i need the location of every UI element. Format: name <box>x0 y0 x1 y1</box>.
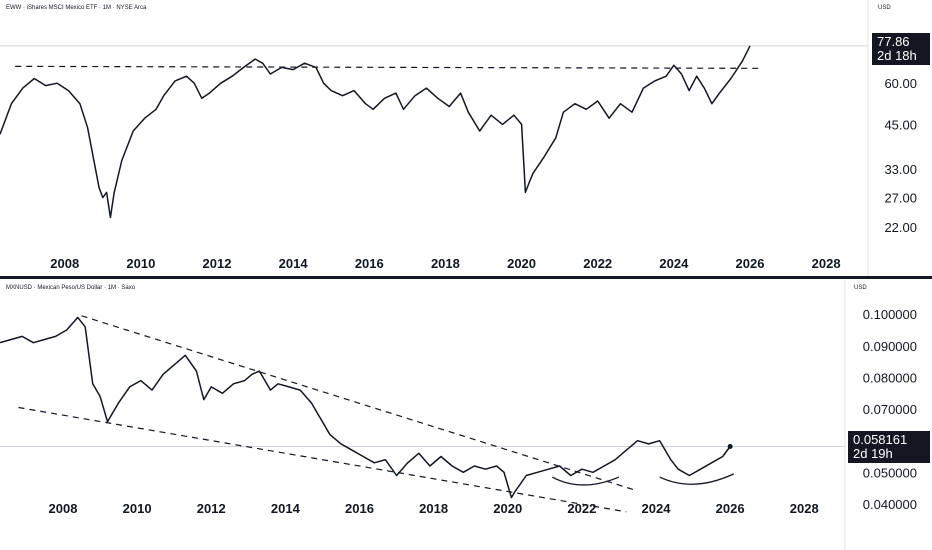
eww-x-tick-label: 2008 <box>50 256 79 271</box>
mxnusd-last-point <box>727 444 733 450</box>
eww-x-tick-label: 2012 <box>203 256 232 271</box>
mxnusd-x-tick-label: 2016 <box>345 501 374 516</box>
mxnusd-rounding-arc-2[interactable] <box>659 473 735 485</box>
eww-pane: 2008 2010 2012 2014 2016 2018 2020 2022 2024 2026… <box>0 0 917 276</box>
mxnusd-x-tick-label: 2018 <box>419 501 448 516</box>
mxnusd-x-tick-label: 2020 <box>493 501 522 516</box>
mxnusd-y-tick-label: 0.080000 <box>863 370 917 385</box>
mxnusd-rounding-arc-1[interactable] <box>551 476 620 486</box>
eww-currency-label[interactable]: USD <box>878 5 891 11</box>
mxnusd-x-tick-label: 2010 <box>123 501 152 516</box>
mxnusd-x-tick-label: 2026 <box>716 501 745 516</box>
mxnusd-x-tick-label: 2022 <box>567 501 596 516</box>
mxnusd-y-tick-label: 0.070000 <box>863 402 917 417</box>
eww-x-tick-label: 2016 <box>355 256 384 271</box>
eww-x-tick-label: 2028 <box>812 256 841 271</box>
mxnusd-currency-label[interactable]: USD <box>854 285 867 291</box>
mxnusd-y-tick-label: 0.040000 <box>863 497 917 512</box>
mxnusd-x-tick-label: 2014 <box>271 501 301 516</box>
eww-y-tick-label: 27.00 <box>884 191 917 206</box>
eww-x-tick-label: 2022 <box>583 256 612 271</box>
mxnusd-pane: 2008 2010 2012 2014 2016 2018 2020 2022 2024 2026… <box>0 280 917 550</box>
eww-y-tick-label: 22.00 <box>884 220 917 235</box>
eww-bar-countdown: 2d 18h <box>877 48 917 63</box>
eww-x-tick-label: 2014 <box>279 256 309 271</box>
mxnusd-bar-countdown: 2d 19h <box>853 446 893 461</box>
eww-price-series-line[interactable] <box>0 45 751 219</box>
eww-x-tick-label: 2024 <box>659 256 689 271</box>
mxnusd-y-tick-label: 0.090000 <box>863 339 917 354</box>
mxnusd-y-tick-label: 0.050000 <box>863 465 917 480</box>
eww-last-price: 77.86 <box>877 34 910 49</box>
mxnusd-y-tick-label: 0.100000 <box>863 307 917 322</box>
eww-resistance-trendline[interactable] <box>15 65 762 69</box>
mxnusd-x-tick-label: 2008 <box>49 501 78 516</box>
eww-x-tick-label: 2026 <box>736 256 765 271</box>
eww-y-tick-label: 33.00 <box>884 162 917 177</box>
eww-x-tick-label: 2010 <box>126 256 155 271</box>
mxnusd-price-series-line[interactable] <box>0 316 731 499</box>
mxnusd-channel-trendline-2[interactable] <box>18 406 627 513</box>
mxnusd-x-tick-label: 2028 <box>790 501 819 516</box>
mxnusd-x-tick-label: 2024 <box>642 501 672 516</box>
eww-x-tick-label: 2018 <box>431 256 460 271</box>
eww-x-tick-label: 2020 <box>507 256 536 271</box>
mxnusd-last-price: 0.058161 <box>853 432 908 447</box>
eww-legend-title[interactable]: EWW · iShares MSCI Mexico ETF · 1M · NYS… <box>6 5 147 11</box>
mxnusd-x-tick-label: 2012 <box>197 501 226 516</box>
mxnusd-channel-trendline-1[interactable] <box>81 315 634 491</box>
mxnusd-last-price-tag: 0.058161 2d 19h <box>848 431 930 463</box>
eww-y-tick-label: 45.00 <box>884 117 917 132</box>
eww-last-price-tag: 77.86 2d 18h <box>872 33 930 65</box>
mxnusd-legend-title[interactable]: MXNUSD · Mexican Peso/US Dollar · 1M · S… <box>6 285 136 291</box>
eww-y-tick-label: 60.00 <box>884 76 917 91</box>
